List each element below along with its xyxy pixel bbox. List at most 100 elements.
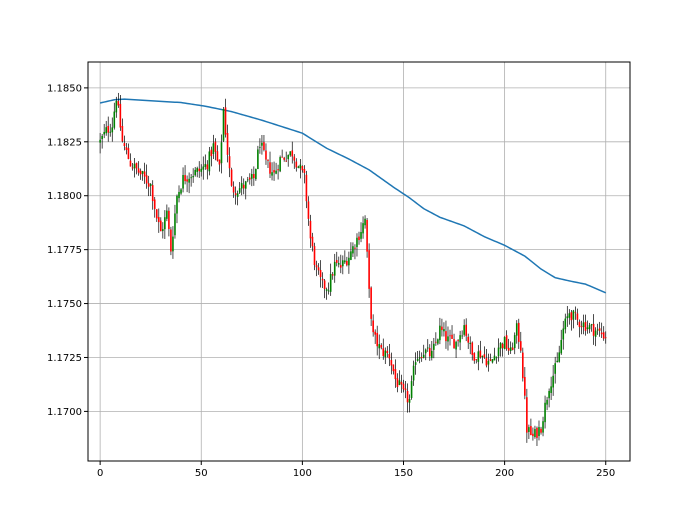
candle-body: [475, 359, 478, 360]
candle-body: [495, 357, 498, 359]
candle-body: [437, 339, 439, 344]
candle-body: [562, 328, 565, 340]
candle-body: [493, 355, 496, 361]
candle-body: [459, 335, 461, 343]
candle-body: [216, 151, 219, 161]
candle-body: [526, 397, 528, 433]
candle-body: [467, 336, 470, 343]
candle-body: [362, 223, 364, 234]
candle-body: [147, 183, 150, 187]
candle-body: [368, 250, 370, 289]
candle-body: [240, 183, 243, 189]
candle-body: [384, 350, 387, 358]
candle-body: [109, 131, 112, 133]
candle-body: [113, 111, 116, 128]
y-tick-label: 1.1800: [47, 191, 82, 202]
candles-layer: [99, 92, 607, 447]
candle-body: [214, 141, 217, 152]
candle-body: [319, 269, 322, 278]
candle-body: [522, 352, 524, 379]
candle-body: [604, 337, 607, 339]
candle-body: [592, 323, 595, 336]
x-axis-ticks: 0 50 100 150 200 250: [97, 461, 615, 479]
plot-frame: [87, 61, 631, 462]
candle-body: [404, 388, 407, 391]
candle-body: [534, 429, 536, 438]
candle-body: [155, 209, 158, 219]
candle-body: [125, 147, 128, 151]
moving-average-layer: [99, 98, 607, 294]
candle-body: [584, 321, 587, 331]
candle-body: [168, 210, 170, 230]
candle-body: [451, 334, 453, 339]
candle-body: [372, 320, 374, 333]
candle-body: [200, 168, 203, 172]
candle-body: [386, 350, 389, 353]
candle-body: [552, 375, 554, 388]
candle-body: [576, 313, 579, 320]
candle-body: [232, 186, 235, 193]
candle-body: [164, 217, 166, 230]
candle-body: [115, 100, 118, 113]
candle-body: [127, 148, 130, 160]
candle-body: [257, 149, 259, 170]
candle-body: [346, 260, 348, 266]
candle-body: [479, 350, 482, 358]
candle-body: [139, 170, 142, 175]
candle-body: [184, 175, 186, 182]
candle-body: [588, 325, 591, 330]
candle-body: [151, 185, 154, 202]
candle-body: [515, 323, 518, 336]
candle-body: [499, 342, 502, 349]
candle-body: [544, 402, 546, 423]
candle-body: [477, 351, 480, 362]
candle-body: [596, 329, 599, 331]
candle-body: [234, 193, 237, 195]
candle-body: [408, 398, 411, 403]
candle-body: [301, 166, 304, 171]
x-tick-label: 0: [97, 468, 103, 479]
candle-body: [186, 179, 188, 182]
x-tick-label: 50: [195, 468, 208, 479]
x-tick-label: 150: [394, 468, 413, 479]
candle-body: [339, 265, 342, 268]
y-tick-label: 1.1700: [47, 407, 82, 418]
candle-body: [299, 164, 302, 169]
candle-body: [265, 150, 267, 160]
candle-body: [159, 220, 162, 232]
candle-body: [441, 326, 443, 331]
candle-body: [145, 175, 148, 184]
candle-body: [546, 399, 548, 405]
y-tick-label: 1.1725: [47, 353, 82, 364]
candle-body: [178, 191, 180, 199]
candle-body: [176, 196, 178, 214]
candle-body: [323, 280, 326, 289]
candle-body: [505, 335, 508, 349]
candle-body: [271, 172, 273, 176]
candle-body: [394, 369, 397, 380]
candle-body: [501, 343, 504, 349]
candle-body: [548, 391, 550, 399]
candle-body: [121, 126, 124, 142]
y-tick-label: 1.1825: [47, 137, 82, 148]
candle-body: [253, 173, 255, 179]
candle-body: [99, 139, 101, 143]
candle-body: [153, 199, 156, 209]
candle-body: [206, 164, 209, 170]
candle-body: [309, 220, 312, 239]
candle-body: [366, 219, 368, 252]
candle-body: [289, 151, 292, 156]
candle-body: [172, 236, 174, 252]
candle-body: [188, 178, 190, 183]
candle-body: [222, 109, 225, 141]
candle-body: [481, 355, 484, 358]
candle-body: [275, 170, 277, 174]
candle-body: [348, 257, 350, 266]
candle-body: [532, 433, 534, 437]
candle-body: [101, 135, 103, 140]
candle-body: [485, 358, 488, 366]
candle-body: [503, 337, 506, 350]
candle-body: [255, 168, 257, 180]
